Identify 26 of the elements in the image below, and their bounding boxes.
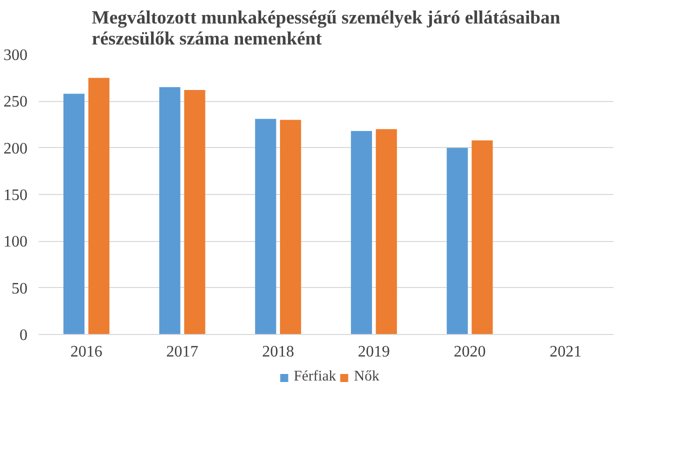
- legend-label: Nők: [354, 368, 380, 386]
- legend-label: Férfiak: [294, 368, 336, 386]
- y-tick-label: 50: [12, 280, 28, 298]
- bar: [159, 87, 180, 334]
- x-tick-label: 2017: [166, 344, 198, 360]
- bar: [350, 131, 372, 334]
- bar: [184, 90, 206, 334]
- y-tick-label: 100: [4, 234, 28, 251]
- bar: [472, 140, 493, 334]
- chart-title: Megváltozott munkaképességű személyek járó ellátásaiban részesülők száma nemenként: [92, 8, 561, 50]
- y-tick-label: 200: [4, 140, 28, 158]
- x-tick-label: 2016: [70, 344, 102, 360]
- bar: [280, 120, 302, 334]
- y-tick-label: 250: [4, 94, 28, 111]
- x-tick-label: 2018: [262, 344, 294, 360]
- bar: [376, 129, 397, 334]
- x-tick-label: 2021: [550, 344, 582, 360]
- bar: [255, 118, 276, 334]
- y-tick-label: 150: [4, 187, 28, 204]
- y-tick-label: 300: [4, 47, 28, 64]
- y-tick-label: 0: [20, 327, 28, 344]
- bar: [88, 78, 110, 334]
- bar: [63, 94, 84, 334]
- bar: [446, 148, 468, 334]
- x-tick-label: 2020: [454, 344, 486, 360]
- x-tick-label: 2019: [358, 344, 390, 360]
